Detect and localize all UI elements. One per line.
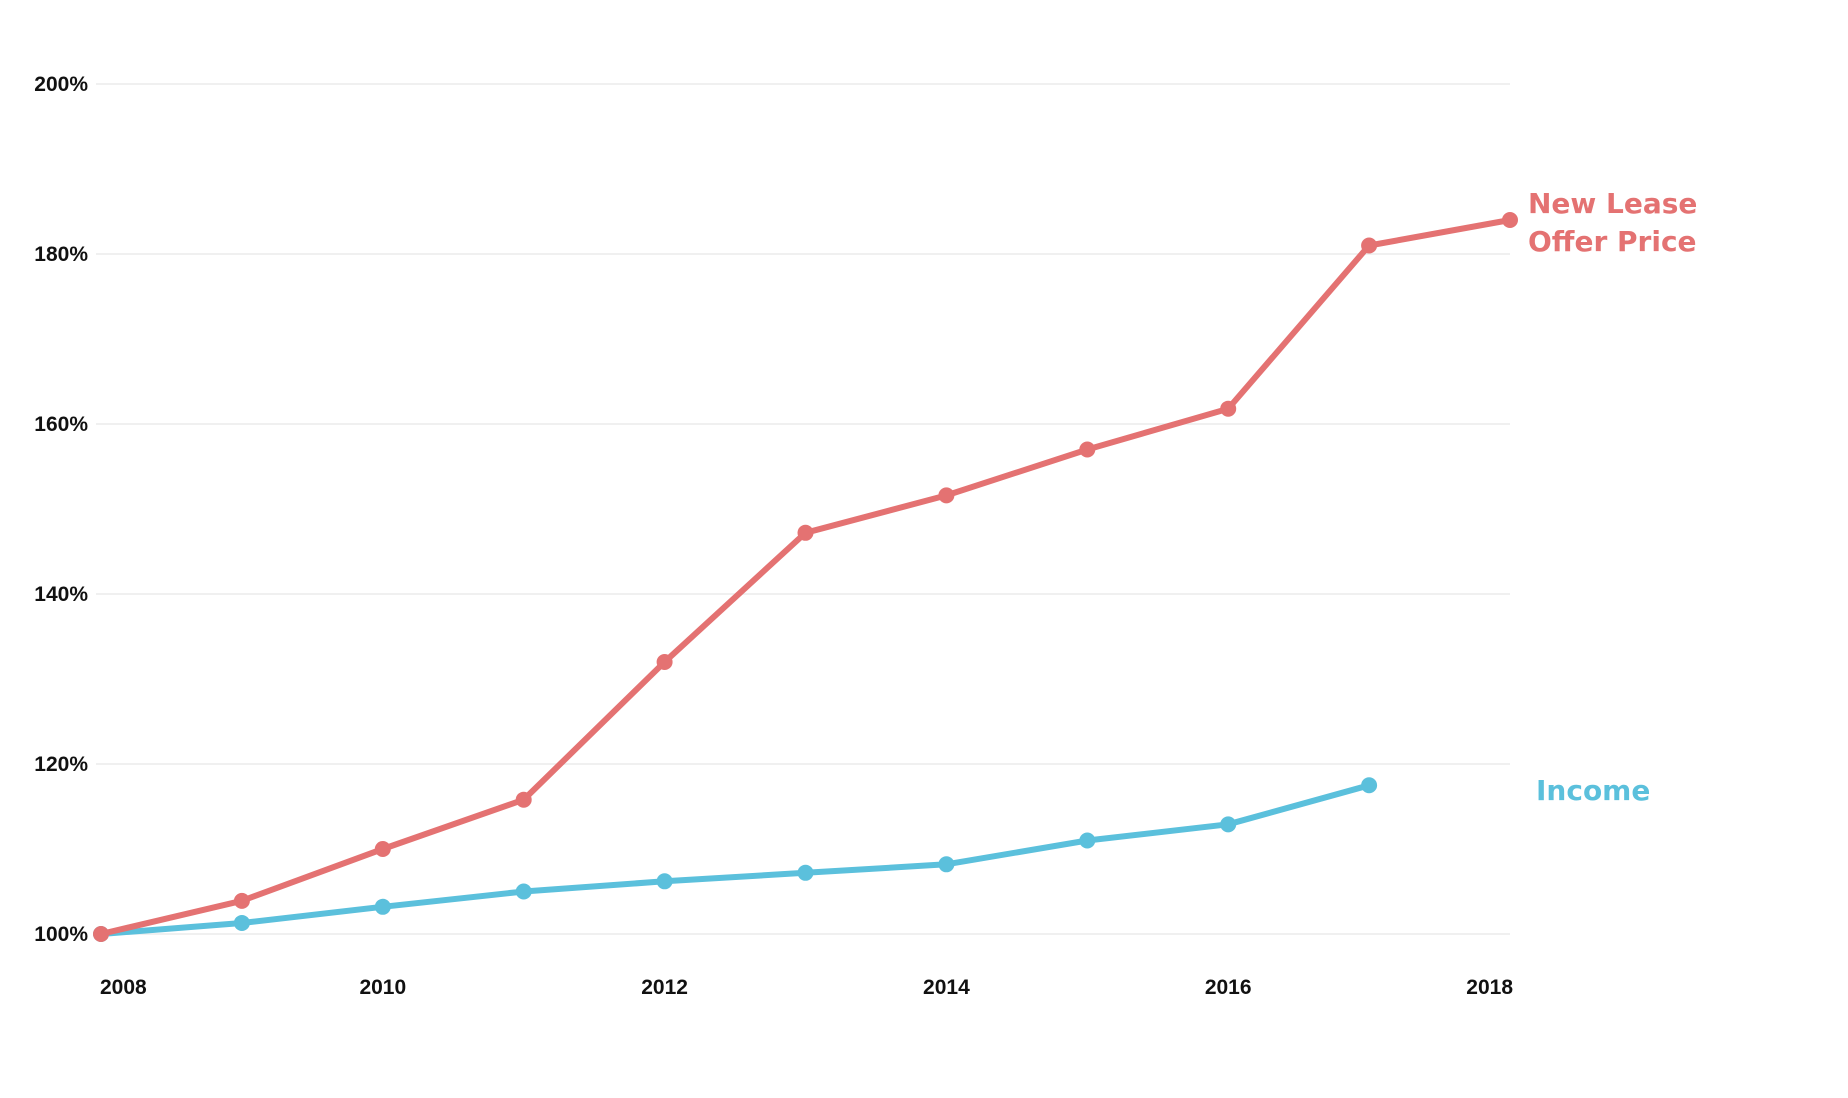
data-point — [374, 898, 391, 915]
x-tick-label: 2008 — [100, 976, 147, 999]
data-point — [515, 791, 532, 808]
data-point — [797, 864, 814, 881]
series-label: New Lease — [1528, 187, 1697, 220]
series-line — [98, 217, 1513, 937]
y-axis-ticks: 100% 120% 140% 160% 180% 200% — [34, 73, 88, 946]
x-tick-label: 2016 — [1205, 976, 1252, 999]
x-axis-ticks: 2008 2010 2012 2014 2016 2018 — [100, 976, 1513, 999]
series-line — [98, 782, 1373, 937]
y-tick-label: 180% — [34, 243, 88, 266]
data-point — [233, 892, 250, 909]
data-point — [233, 914, 250, 931]
series-lines — [93, 212, 1518, 942]
y-tick-label: 200% — [34, 73, 88, 96]
data-point — [938, 856, 955, 873]
y-tick-label: 120% — [34, 753, 88, 776]
y-tick-label: 160% — [34, 413, 88, 436]
series-labels: New Lease Offer Price Income — [1528, 187, 1697, 807]
x-tick-label: 2014 — [923, 976, 970, 999]
data-point — [1079, 832, 1096, 849]
data-point — [1361, 777, 1378, 794]
data-point — [656, 873, 673, 890]
series-label: Income — [1536, 774, 1650, 807]
data-point — [1361, 237, 1378, 254]
data-point — [1220, 400, 1237, 417]
data-point — [374, 841, 391, 857]
data-point — [515, 883, 532, 900]
series-0 — [93, 212, 1518, 942]
data-point — [797, 524, 814, 541]
y-tick-label: 140% — [34, 583, 88, 606]
data-point — [1079, 441, 1096, 458]
data-point — [938, 487, 955, 504]
gridlines — [96, 83, 1510, 935]
x-tick-label: 2018 — [1466, 976, 1513, 999]
series-1 — [93, 777, 1378, 942]
series-label: Offer Price — [1528, 225, 1697, 258]
x-tick-label: 2010 — [359, 976, 406, 999]
data-point — [93, 926, 109, 942]
data-point — [1220, 816, 1237, 833]
data-point — [656, 654, 673, 670]
x-tick-label: 2012 — [641, 976, 688, 999]
y-tick-label: 100% — [34, 923, 88, 946]
data-point — [1502, 212, 1518, 228]
